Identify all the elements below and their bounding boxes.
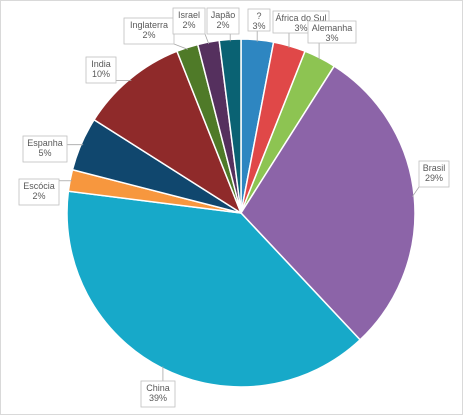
- category-label: Escócia: [23, 181, 55, 191]
- label-box: [85, 56, 117, 84]
- label-box: [247, 8, 271, 32]
- percent-label: 29%: [425, 173, 443, 183]
- percent-label: 3%: [325, 33, 338, 43]
- percent-label: 10%: [92, 69, 110, 79]
- pie-slice-brasil: [240, 65, 416, 341]
- category-label: ?: [256, 11, 261, 21]
- category-label: Alemanha: [312, 23, 353, 33]
- percent-label: 5%: [38, 148, 51, 158]
- percent-label: 3%: [252, 21, 265, 31]
- leader-line-inglaterra: [173, 43, 188, 50]
- label-box: [418, 160, 450, 188]
- pie-slices: [66, 38, 416, 388]
- category-label: India: [91, 59, 111, 69]
- percent-label: 3%: [294, 23, 307, 33]
- category-label: Japão: [211, 10, 236, 20]
- leader-line-israel: [204, 33, 210, 45]
- percent-label: 2%: [182, 20, 195, 30]
- percent-label: 39%: [149, 393, 167, 403]
- data-label-unknown: ?3%: [247, 8, 271, 32]
- label-box: [18, 178, 60, 206]
- pie-slice-india: [93, 50, 243, 215]
- percent-label: 2%: [142, 30, 155, 40]
- category-label: Inglaterra: [130, 20, 168, 30]
- percent-label: 2%: [32, 191, 45, 201]
- label-box: [307, 20, 357, 44]
- label-box: [123, 17, 175, 45]
- label-box: [206, 7, 240, 35]
- leader-line-brasil: [411, 186, 420, 198]
- label-box: [172, 7, 206, 35]
- label-box: [140, 380, 176, 408]
- percent-label: 2%: [216, 20, 229, 30]
- category-label: Brasil: [423, 163, 446, 173]
- label-box: [22, 135, 68, 163]
- category-label: Israel: [178, 10, 200, 20]
- category-label: Espanha: [27, 138, 63, 148]
- category-label: China: [146, 383, 170, 393]
- category-label: África do Sul: [275, 13, 326, 23]
- pie-slice-china: [66, 190, 362, 388]
